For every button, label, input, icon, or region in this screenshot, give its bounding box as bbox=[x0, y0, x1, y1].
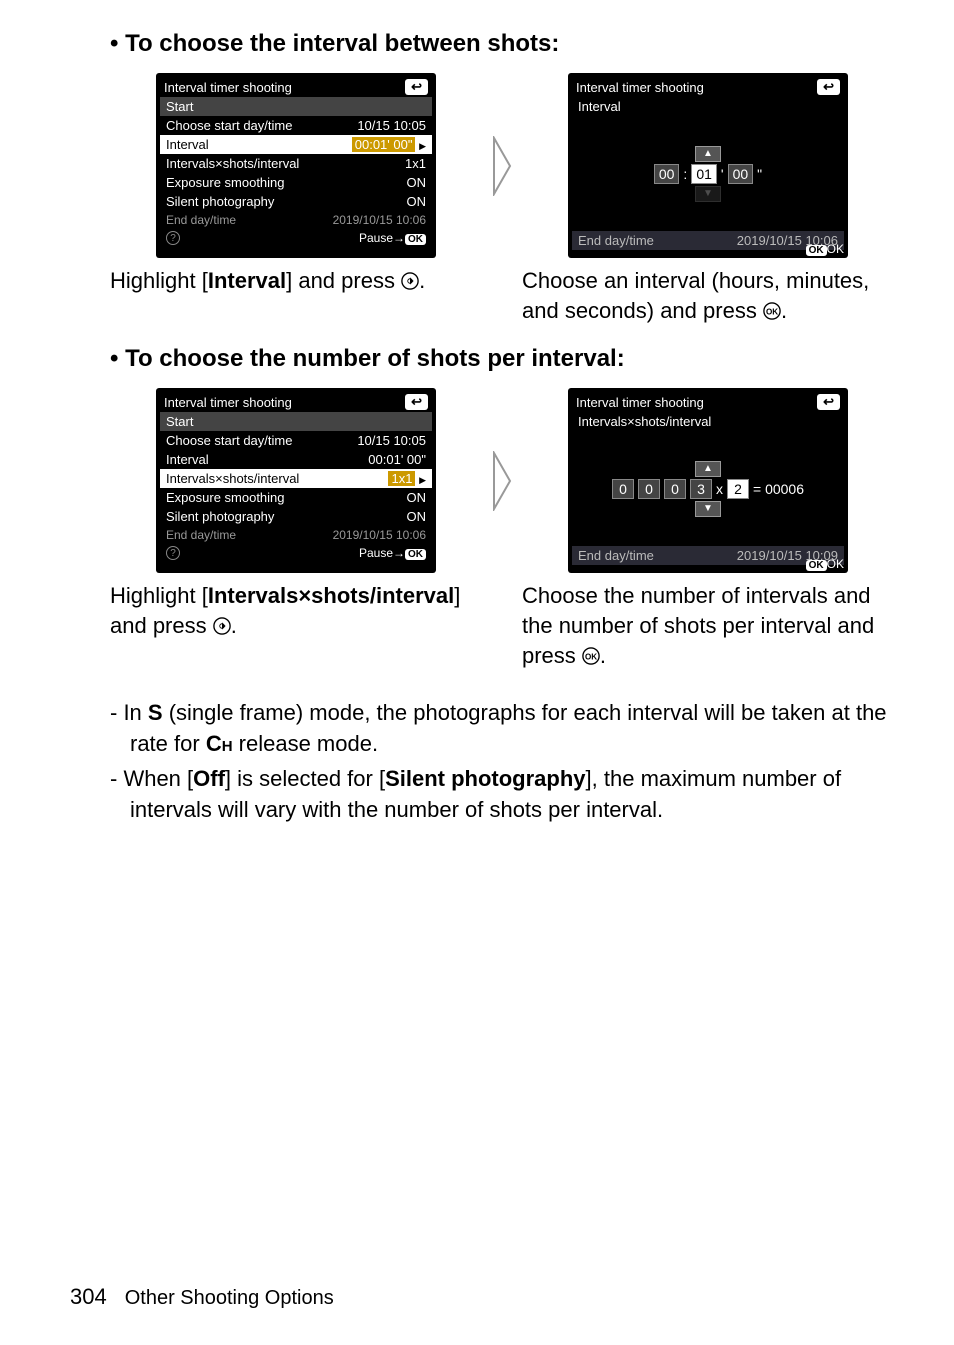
end-value: 2019/10/15 10:06 bbox=[333, 213, 426, 227]
back-icon: ↩ bbox=[405, 394, 428, 410]
subtitle: Interval bbox=[572, 97, 844, 116]
table-row: Choose start day/time 10/15 10:05 bbox=[160, 116, 432, 135]
help-icon: ? bbox=[166, 546, 180, 560]
table-row: Intervals×shots/interval 1x1 bbox=[160, 154, 432, 173]
ok-badge: OK bbox=[405, 234, 426, 245]
table-row: Exposure smoothing ON bbox=[160, 488, 432, 507]
hours-box: 00 bbox=[654, 164, 680, 184]
table-row: Intervals×shots/interval 1x1 ▶ bbox=[160, 469, 432, 488]
table-row: Choose start day/time 10/15 10:05 bbox=[160, 431, 432, 450]
ok-badge: OK bbox=[806, 560, 827, 571]
up-arrow-icon: ▲ bbox=[695, 461, 721, 477]
table-row: Exposure smoothing ON bbox=[160, 173, 432, 192]
ok-badge: OK bbox=[806, 245, 827, 256]
section2-heading: • To choose the number of shots per inte… bbox=[110, 345, 894, 373]
back-icon: ↩ bbox=[405, 79, 428, 95]
lcd1-right: Interval timer shooting ↩ Interval ▲ 00 … bbox=[568, 73, 848, 258]
digit-box: 0 bbox=[638, 479, 660, 499]
chevron-right-icon: ▶ bbox=[419, 141, 426, 151]
body-text: - In S (single frame) mode, the photogra… bbox=[110, 698, 894, 825]
lcd-title: Interval timer shooting bbox=[164, 80, 292, 95]
chevron-right-icon: ▶ bbox=[419, 475, 426, 485]
table-row: Interval 00:01' 00" bbox=[160, 450, 432, 469]
help-icon: ? bbox=[166, 231, 180, 245]
down-arrow-icon: ▼ bbox=[695, 186, 721, 202]
caption-left: Highlight [Intervals×shots/interval] and… bbox=[110, 581, 482, 640]
page-footer: 304 Other Shooting Options bbox=[70, 1284, 334, 1310]
start-bar: Start bbox=[160, 97, 432, 116]
minutes-box: 01 bbox=[691, 164, 717, 184]
arrow-divider bbox=[492, 73, 512, 258]
end-label: End day/time bbox=[578, 233, 654, 248]
dpad-right-icon bbox=[401, 272, 419, 290]
lcd-title: Interval timer shooting bbox=[576, 395, 704, 410]
lcd2-right: Interval timer shooting ↩ Intervals×shot… bbox=[568, 388, 848, 573]
end-label: End day/time bbox=[166, 213, 236, 227]
end-label: End day/time bbox=[578, 548, 654, 563]
caption-right: Choose an interval (hours, minutes, and … bbox=[522, 266, 894, 325]
svg-text:OK: OK bbox=[585, 652, 597, 661]
chapter-title: Other Shooting Options bbox=[125, 1287, 334, 1310]
ok-button-icon: OK bbox=[763, 302, 781, 320]
shots-box: 2 bbox=[727, 479, 749, 499]
digit-box: 0 bbox=[664, 479, 686, 499]
subtitle: Intervals×shots/interval bbox=[572, 412, 844, 431]
ok-button-icon: OK bbox=[582, 647, 600, 665]
end-label: End day/time bbox=[166, 528, 236, 542]
up-arrow-icon: ▲ bbox=[695, 146, 721, 162]
dpad-right-icon bbox=[213, 617, 231, 635]
table-row: Interval 00:01' 00" ▶ bbox=[160, 135, 432, 154]
end-value: 2019/10/15 10:06 bbox=[333, 528, 426, 542]
lcd-title: Interval timer shooting bbox=[576, 80, 704, 95]
back-icon: ↩ bbox=[817, 394, 840, 410]
digit-box: 0 bbox=[612, 479, 634, 499]
start-bar: Start bbox=[160, 412, 432, 431]
caption-left: Highlight [Interval] and press . bbox=[110, 266, 482, 296]
seconds-box: 00 bbox=[728, 164, 754, 184]
lcd-title: Interval timer shooting bbox=[164, 395, 292, 410]
down-arrow-icon: ▼ bbox=[695, 501, 721, 517]
table-row: Silent photography ON bbox=[160, 192, 432, 211]
result-text: = 00006 bbox=[753, 481, 804, 497]
svg-text:OK: OK bbox=[766, 307, 778, 316]
lcd2-left: Interval timer shooting ↩ Start Choose s… bbox=[156, 388, 436, 573]
back-icon: ↩ bbox=[817, 79, 840, 95]
lcd1-left: Interval timer shooting ↩ Start Choose s… bbox=[156, 73, 436, 258]
arrow-divider bbox=[492, 388, 512, 573]
section1-heading: • To choose the interval between shots: bbox=[110, 30, 894, 58]
ok-badge: OK bbox=[405, 549, 426, 560]
page-number: 304 bbox=[70, 1284, 107, 1310]
caption-right: Choose the number of intervals and the n… bbox=[522, 581, 894, 670]
digit-box: 3 bbox=[690, 479, 712, 499]
table-row: Silent photography ON bbox=[160, 507, 432, 526]
